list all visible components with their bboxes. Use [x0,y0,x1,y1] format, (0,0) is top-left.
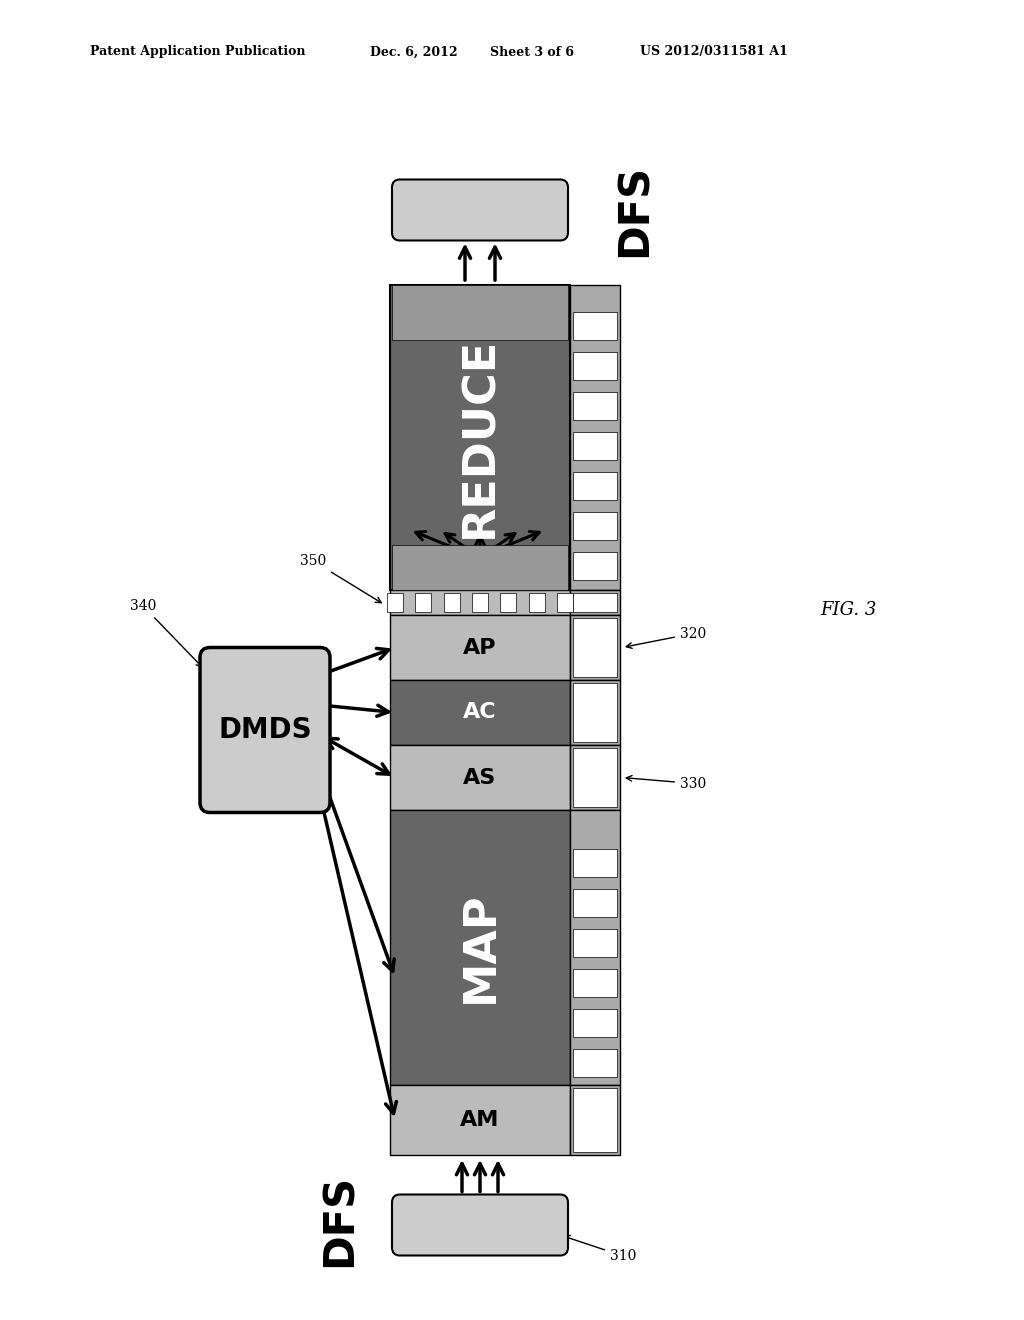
Bar [390,1085,570,1155]
Bar [573,618,617,677]
Bar [528,593,545,612]
Bar [390,615,570,680]
Bar [573,392,617,420]
Text: 350: 350 [300,554,381,603]
Text: AC: AC [463,702,497,722]
Text: DFS: DFS [319,1173,361,1267]
Text: 340: 340 [130,599,202,667]
Text: Patent Application Publication: Patent Application Publication [90,45,305,58]
Bar [573,552,617,579]
Bar [573,929,617,957]
Text: DMDS: DMDS [218,715,312,744]
Bar [416,593,431,612]
Bar [573,1008,617,1038]
Bar [573,352,617,380]
Bar [573,888,617,917]
Bar [570,744,620,810]
FancyBboxPatch shape [392,1195,568,1255]
Text: AP: AP [463,638,497,657]
Bar [387,593,403,612]
Text: 310: 310 [564,1236,636,1263]
Bar [573,748,617,807]
Bar [573,473,617,500]
Bar [573,512,617,540]
Bar [472,593,488,612]
Bar [573,432,617,459]
Bar [390,285,570,590]
Bar [573,849,617,876]
Bar [390,590,570,615]
Text: AS: AS [464,767,497,788]
Bar [390,810,570,1085]
Bar [392,285,568,341]
Text: 320: 320 [627,627,707,648]
Bar [573,969,617,997]
FancyBboxPatch shape [200,648,330,813]
Bar [570,285,620,590]
Text: 330: 330 [627,776,707,791]
Text: DFS: DFS [614,164,656,256]
Bar [570,590,620,615]
Text: US 2012/0311581 A1: US 2012/0311581 A1 [640,45,787,58]
Text: Sheet 3 of 6: Sheet 3 of 6 [490,45,574,58]
Text: FIG. 3: FIG. 3 [820,601,877,619]
Bar [573,682,617,742]
Bar [570,810,620,1085]
Bar [570,615,620,680]
Bar [573,1049,617,1077]
Bar [573,1088,617,1152]
Bar [443,593,460,612]
Text: REDUCE: REDUCE [459,337,502,539]
Text: MAP: MAP [459,892,502,1003]
FancyBboxPatch shape [392,180,568,240]
Bar [501,593,516,612]
Bar [392,545,568,590]
Bar [573,593,617,612]
Bar [390,680,570,744]
Bar [557,593,573,612]
Text: Dec. 6, 2012: Dec. 6, 2012 [370,45,458,58]
Bar [573,312,617,341]
Bar [390,744,570,810]
Bar [570,1085,620,1155]
Text: AM: AM [461,1110,500,1130]
Bar [570,680,620,744]
